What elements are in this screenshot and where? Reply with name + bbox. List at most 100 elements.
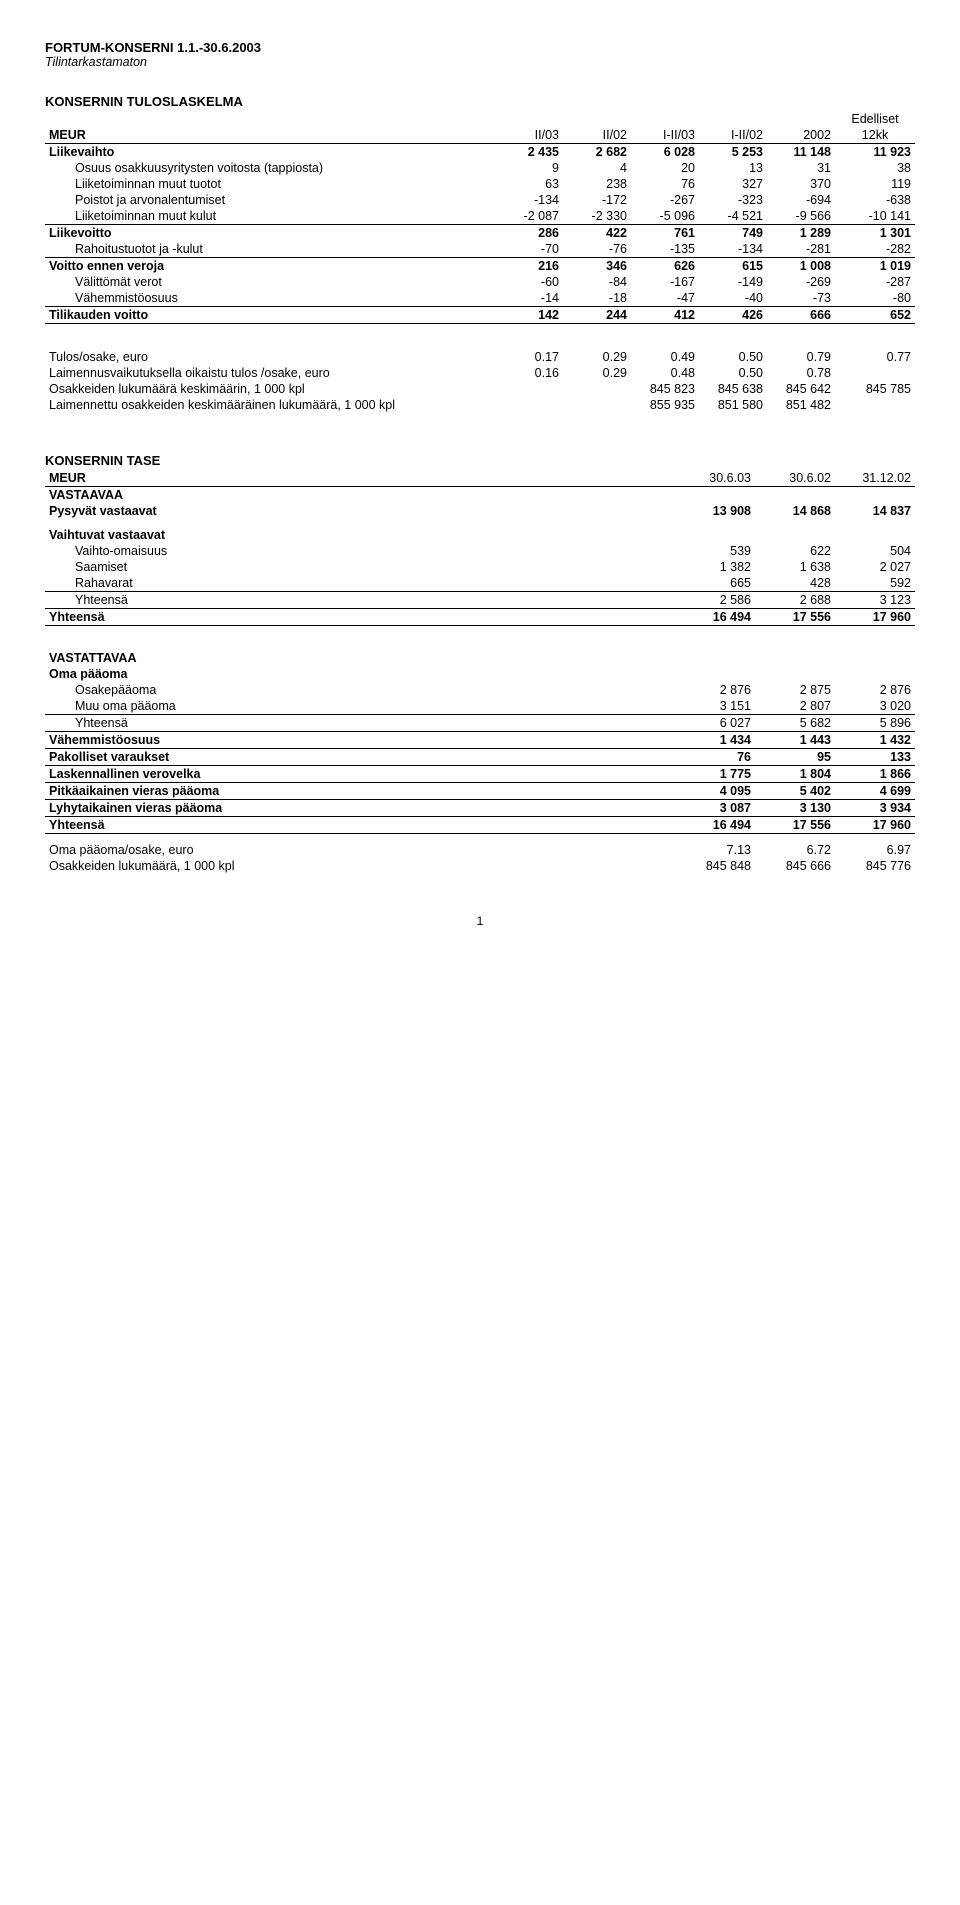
row-value: 422 <box>563 225 631 242</box>
row-value: -14 <box>495 290 563 307</box>
row-value: 428 <box>755 575 835 592</box>
row-label: Yhteensä <box>45 591 675 608</box>
row-value: 0.79 <box>767 349 835 365</box>
col-h-last-bot: 12kk <box>835 127 915 144</box>
row-label: Vähemmistöosuus <box>45 732 675 749</box>
table-row: Osakepääoma2 8762 8752 876 <box>45 682 915 698</box>
row-value: -4 521 <box>699 208 767 225</box>
row-value: -323 <box>699 192 767 208</box>
col-h-4: 2002 <box>767 111 835 144</box>
row-label: Osakkeiden lukumäärä, 1 000 kpl <box>45 858 675 874</box>
row-label: Muu oma pääoma <box>45 698 675 715</box>
row-value: 1 382 <box>675 559 755 575</box>
row-value: 845 642 <box>767 381 835 397</box>
row-value: 216 <box>495 258 563 275</box>
row-value: 5 896 <box>835 715 915 732</box>
row-value: 1 289 <box>767 225 835 242</box>
row-value: 1 301 <box>835 225 915 242</box>
liab-title: VASTATTAVAA <box>45 650 675 666</box>
row-value: 0.77 <box>835 349 915 365</box>
row-value: 851 580 <box>699 397 767 413</box>
row-label: Välittömät verot <box>45 274 495 290</box>
table-row: Voitto ennen veroja2163466266151 0081 01… <box>45 258 915 275</box>
row-value: -267 <box>631 192 699 208</box>
table-row: Vaihtuvat vastaavat <box>45 527 915 543</box>
row-value: 5 253 <box>699 144 767 161</box>
row-value: 592 <box>835 575 915 592</box>
row-value: 3 020 <box>835 698 915 715</box>
bcol-1: 30.6.02 <box>755 470 835 487</box>
row-value: 2 682 <box>563 144 631 161</box>
row-value: 95 <box>755 749 835 766</box>
row-value <box>755 527 835 543</box>
row-label: Pakolliset varaukset <box>45 749 675 766</box>
table-row: Oma pääoma <box>45 666 915 682</box>
col-h-2: I-II/03 <box>631 111 699 144</box>
row-value: 20 <box>631 160 699 176</box>
table-row: Liikevoitto2864227617491 2891 301 <box>45 225 915 242</box>
row-label: Liiketoiminnan muut kulut <box>45 208 495 225</box>
row-value: 666 <box>767 307 835 324</box>
row-value: 14 837 <box>835 503 915 519</box>
row-value: 3 934 <box>835 800 915 817</box>
row-value: 1 775 <box>675 766 755 783</box>
table-row: Osuus osakkuusyritysten voitosta (tappio… <box>45 160 915 176</box>
row-value: 1 434 <box>675 732 755 749</box>
row-value: 665 <box>675 575 755 592</box>
row-value: 142 <box>495 307 563 324</box>
row-value: 504 <box>835 543 915 559</box>
row-value: -638 <box>835 192 915 208</box>
row-value <box>495 381 563 397</box>
row-value: 244 <box>563 307 631 324</box>
row-label: Tilikauden voitto <box>45 307 495 324</box>
balance-meur: MEUR <box>45 470 675 487</box>
row-value: 2 876 <box>675 682 755 698</box>
row-value: 4 <box>563 160 631 176</box>
col-h-last-top: Edelliset <box>835 111 915 127</box>
row-value: -76 <box>563 241 631 258</box>
table-row: Rahavarat665428592 <box>45 575 915 592</box>
table-row: Rahoitustuotot ja -kulut-70-76-135-134-2… <box>45 241 915 258</box>
row-label: Oma pääoma/osake, euro <box>45 842 675 858</box>
table-row: Yhteensä16 49417 55617 960 <box>45 608 915 625</box>
row-value: -80 <box>835 290 915 307</box>
row-value: 9 <box>495 160 563 176</box>
row-value: 6.97 <box>835 842 915 858</box>
table-row: Vaihto-omaisuus539622504 <box>45 543 915 559</box>
row-value: 5 682 <box>755 715 835 732</box>
row-value: 11 148 <box>767 144 835 161</box>
row-value: 0.50 <box>699 349 767 365</box>
row-value: -135 <box>631 241 699 258</box>
table-row: Oma pääoma/osake, euro7.136.726.97 <box>45 842 915 858</box>
row-value: 0.17 <box>495 349 563 365</box>
col-h-0: II/03 <box>495 111 563 144</box>
row-label: Pysyvät vastaavat <box>45 503 675 519</box>
row-value: 761 <box>631 225 699 242</box>
balance-title: KONSERNIN TASE <box>45 453 915 468</box>
table-row: Saamiset1 3821 6382 027 <box>45 559 915 575</box>
table-row: Laimennettu osakkeiden keskimääräinen lu… <box>45 397 915 413</box>
row-value: 845 848 <box>675 858 755 874</box>
income-table: MEUR II/03 II/02 I-II/03 I-II/02 2002 Ed… <box>45 111 915 413</box>
row-value: 286 <box>495 225 563 242</box>
row-value: 76 <box>631 176 699 192</box>
row-value: 6 027 <box>675 715 755 732</box>
row-value: 14 868 <box>755 503 835 519</box>
row-label: Liikevaihto <box>45 144 495 161</box>
row-value: 31 <box>767 160 835 176</box>
page-number: 1 <box>45 914 915 928</box>
bcol-0: 30.6.03 <box>675 470 755 487</box>
row-value: 2 586 <box>675 591 755 608</box>
row-value: 16 494 <box>675 817 755 834</box>
table-row: Poistot ja arvonalentumiset-134-172-267-… <box>45 192 915 208</box>
row-label: Osakepääoma <box>45 682 675 698</box>
row-value: 327 <box>699 176 767 192</box>
row-value: 845 776 <box>835 858 915 874</box>
table-row: Laskennallinen verovelka1 7751 8041 866 <box>45 766 915 783</box>
table-row: Yhteensä6 0275 6825 896 <box>45 715 915 732</box>
table-row: Pakolliset varaukset7695133 <box>45 749 915 766</box>
table-row: Tulos/osake, euro0.170.290.490.500.790.7… <box>45 349 915 365</box>
row-value: -2 087 <box>495 208 563 225</box>
row-value: 426 <box>699 307 767 324</box>
row-value: 119 <box>835 176 915 192</box>
